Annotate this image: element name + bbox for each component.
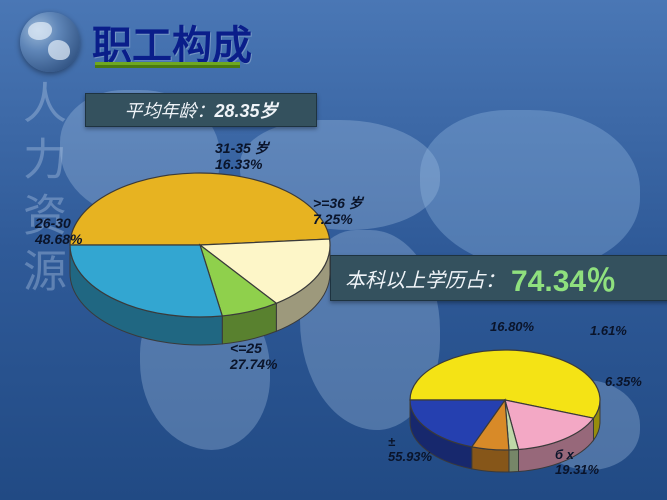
pie-slice-label: <=2527.74%	[230, 340, 277, 372]
pie-chart-edu	[0, 0, 667, 500]
pie-slice-label: ±55.93%	[388, 435, 432, 465]
slide-root: 人力资源 职工构成 平均年龄： 28.35岁 本科以上学历占： 74.34％ 2…	[0, 0, 667, 500]
pie-slice-label: 26-3048.68%	[35, 215, 82, 247]
pie-slice-label: 6.35%	[605, 375, 642, 390]
pie-slice-label: 16.80%	[490, 320, 534, 335]
pie-slice-label: >=36 岁7.25%	[313, 195, 363, 227]
pie-slice-label: 31-35 岁16.33%	[215, 140, 269, 172]
pie-slice-label: 1.61%	[590, 324, 627, 339]
pie-slice-label: б х19.31%	[555, 448, 599, 478]
